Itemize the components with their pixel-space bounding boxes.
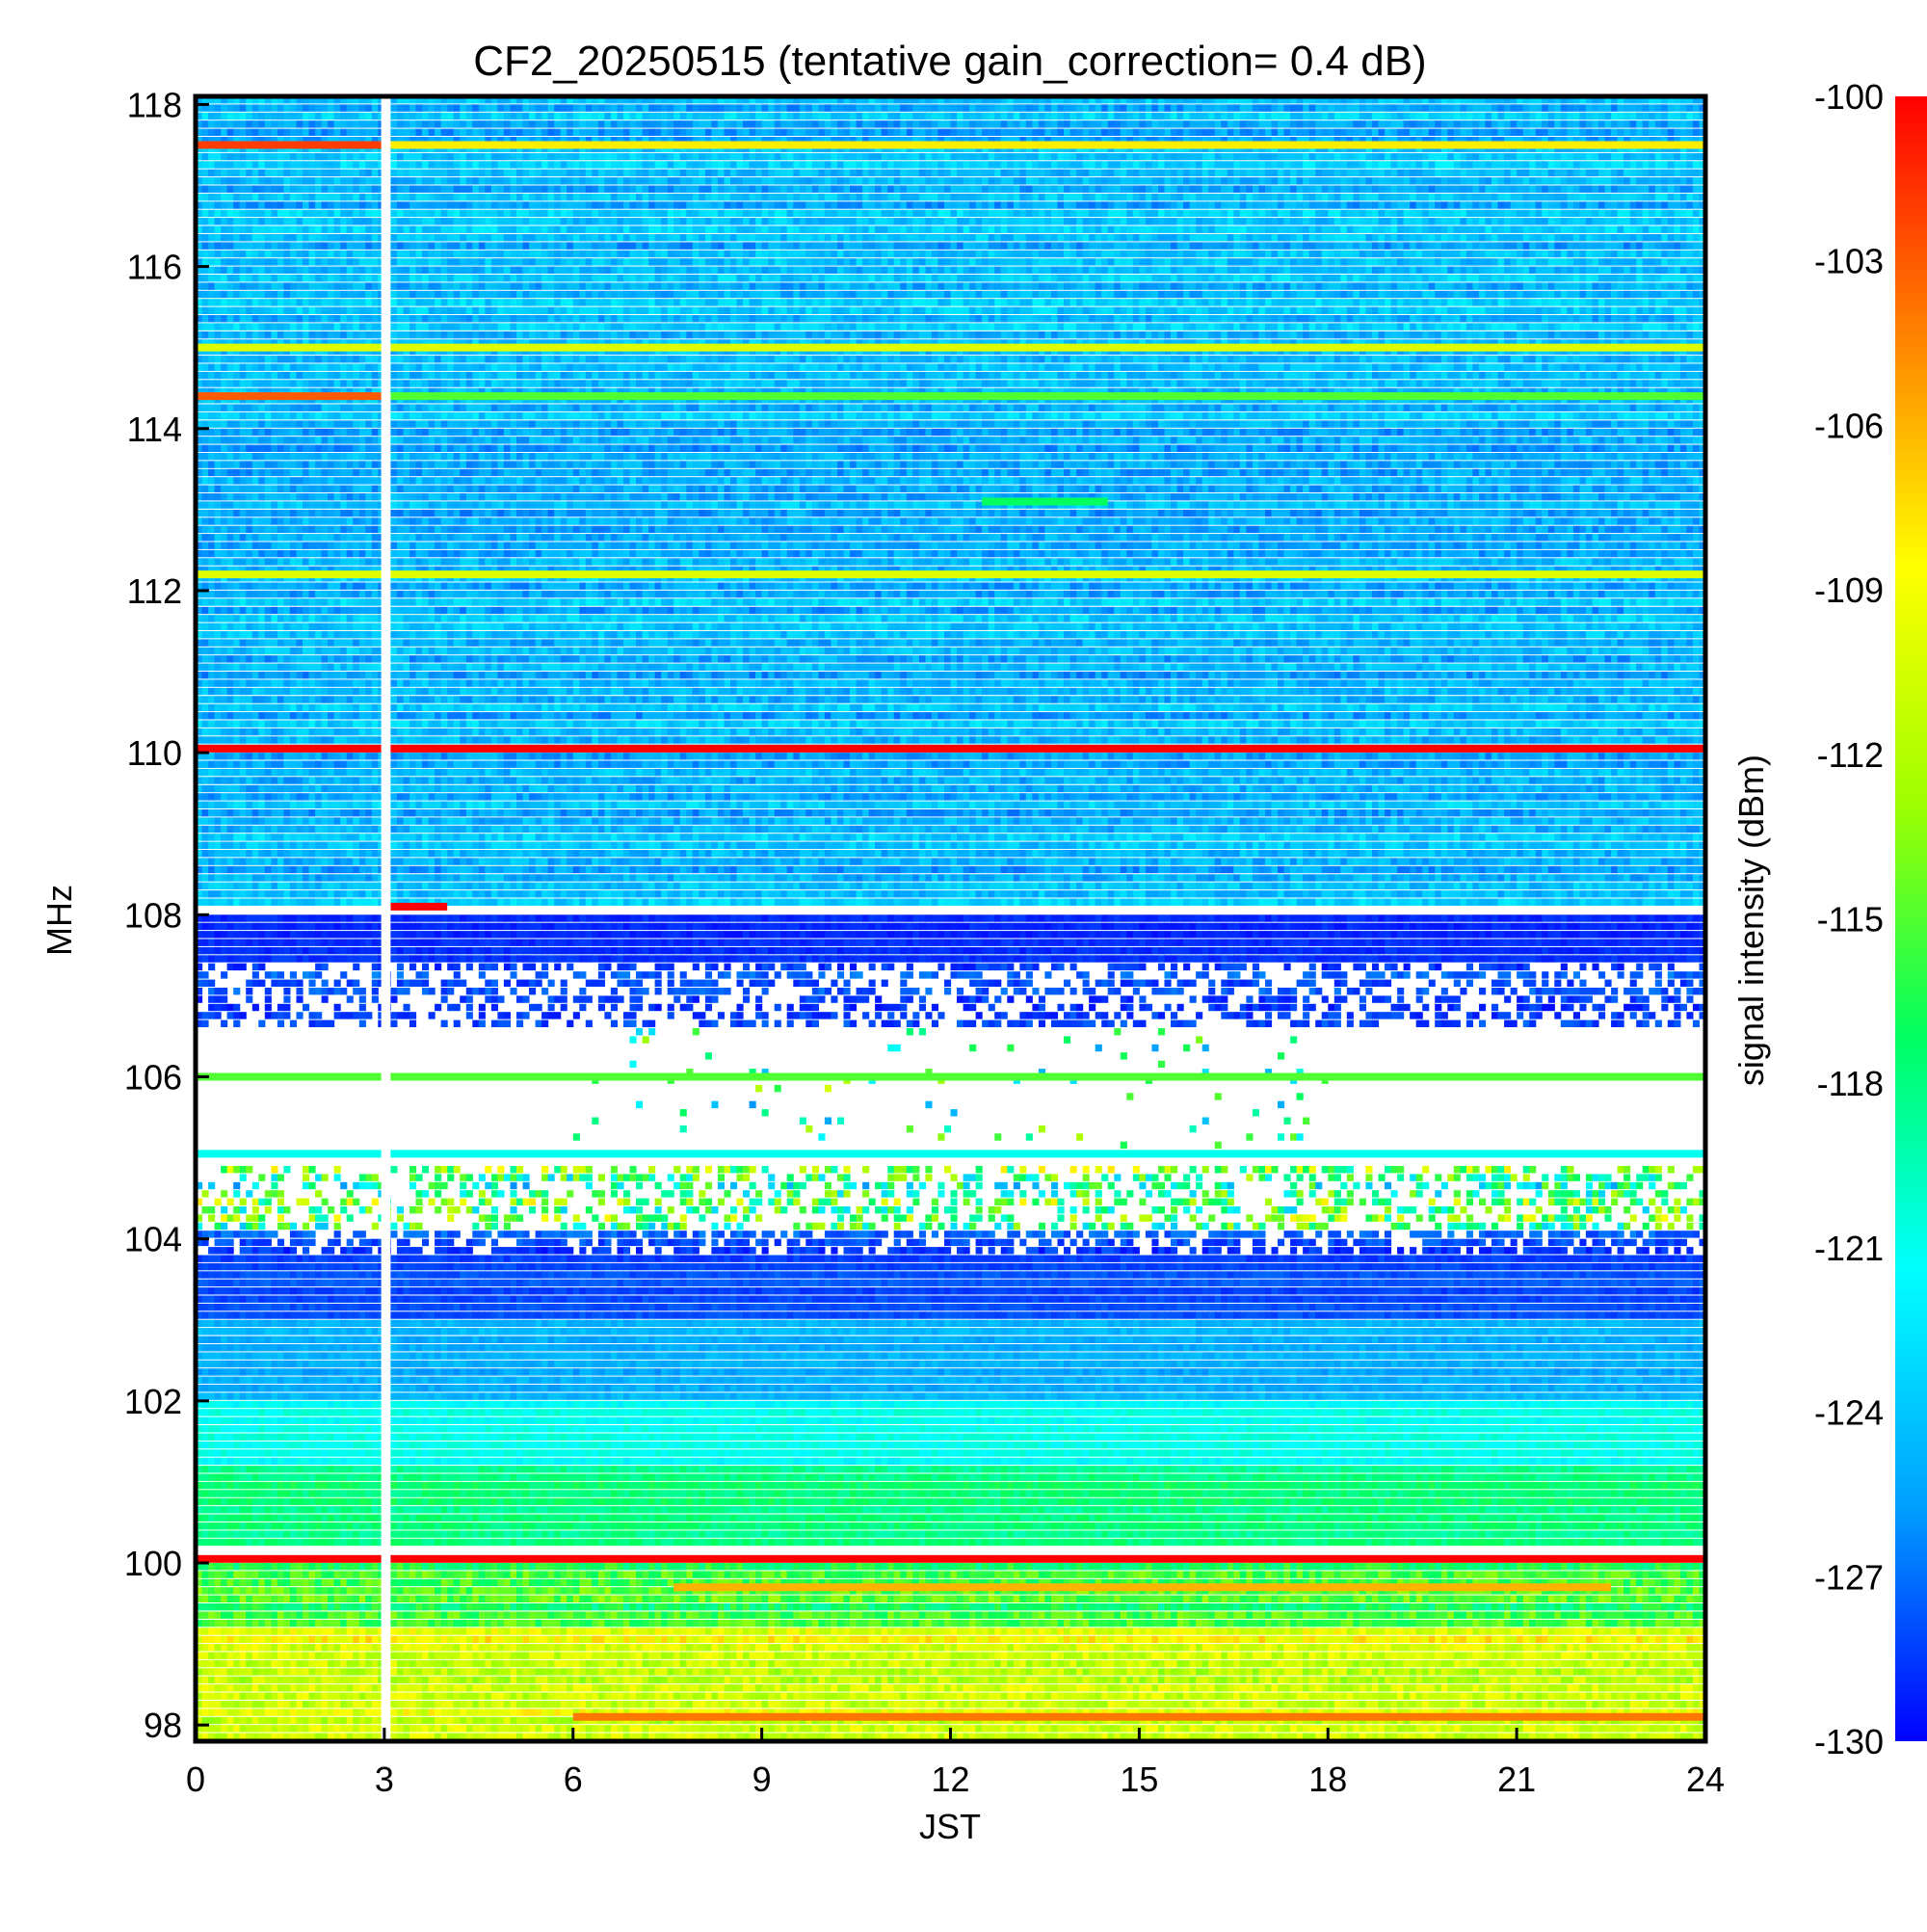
colorbar-tick-label: -112 — [1817, 735, 1884, 775]
chart-title: CF2_20250515 (tentative gain_correction=… — [473, 38, 1426, 85]
y-tick-label: 102 — [124, 1382, 182, 1421]
heatmap-band — [196, 1466, 1706, 1546]
colorbar-tick-label: -118 — [1817, 1064, 1884, 1103]
signal-line — [390, 903, 447, 911]
heatmap-band — [196, 1563, 1706, 1627]
y-tick-label: 112 — [127, 571, 182, 611]
x-axis-label: JST — [919, 1807, 981, 1846]
y-tick-label: 116 — [127, 248, 182, 287]
y-axis-label: MHz — [40, 885, 79, 956]
signal-line — [196, 745, 1705, 753]
x-tick-label: 12 — [931, 1760, 969, 1799]
y-tick-label: 118 — [127, 85, 182, 124]
x-tick-label: 15 — [1120, 1760, 1158, 1799]
y-tick-label: 114 — [127, 410, 182, 449]
signal-line — [673, 1583, 1611, 1591]
heatmap-band — [196, 96, 1706, 906]
heatmap-band — [196, 1320, 1706, 1400]
signal-line — [573, 1713, 1705, 1721]
x-tick-label: 9 — [752, 1760, 772, 1799]
heatmap-band — [196, 1231, 1706, 1254]
colorbar-tick-label: -100 — [1814, 77, 1884, 117]
signal-line — [196, 141, 384, 148]
y-tick-label: 100 — [124, 1544, 182, 1583]
heatmap-band — [196, 1401, 1706, 1465]
y-tick-label: 104 — [124, 1220, 182, 1259]
colorbar-tick-label: -121 — [1814, 1229, 1884, 1268]
y-tick-label: 108 — [124, 895, 182, 935]
y-tick-label: 110 — [127, 733, 182, 773]
heatmap-band — [196, 1628, 1706, 1740]
signal-line — [196, 392, 384, 400]
signal-line — [196, 570, 1705, 578]
heatmap-band — [196, 1166, 1706, 1230]
x-tick-label: 18 — [1308, 1760, 1347, 1799]
x-tick-label: 24 — [1686, 1760, 1725, 1799]
signal-line — [196, 344, 1705, 352]
signal-line — [196, 141, 1705, 148]
colorbar-label: signal intensity (dBm) — [1731, 754, 1771, 1086]
colorbar-tick-label: -103 — [1814, 242, 1884, 281]
colorbar-tick-label: -130 — [1814, 1722, 1884, 1761]
signal-line — [196, 1150, 1705, 1157]
x-tick-label: 21 — [1497, 1760, 1536, 1799]
colorbar — [1895, 96, 1927, 1741]
signal-line — [196, 1072, 1705, 1080]
y-tick-label: 106 — [124, 1057, 182, 1097]
colorbar-tick-label: -106 — [1814, 406, 1884, 445]
heatmap-band — [196, 914, 1706, 962]
signal-line — [384, 392, 1705, 400]
colorbar-tick-label: -109 — [1814, 570, 1884, 610]
heatmap-band — [196, 964, 1706, 1027]
x-tick-label: 3 — [375, 1760, 394, 1799]
heatmap-band — [573, 1028, 1329, 1149]
colorbar-tick-label: -127 — [1814, 1557, 1884, 1597]
colorbar-tick-label: -115 — [1817, 900, 1884, 940]
heatmap-band — [196, 1256, 1706, 1319]
colorbar-ticks: -100 -103 -106 -109 -112 -115 -118 -121 -124 -127… — [1814, 77, 1884, 1761]
heatmap-area — [196, 96, 1706, 1741]
colorbar-tick-label: -124 — [1814, 1393, 1884, 1433]
data-gap — [382, 96, 391, 1741]
signal-line — [982, 497, 1108, 505]
x-tick-label: 0 — [186, 1760, 205, 1799]
y-tick-label: 98 — [144, 1706, 182, 1745]
signal-line — [196, 1555, 1705, 1563]
x-tick-label: 6 — [564, 1760, 583, 1799]
